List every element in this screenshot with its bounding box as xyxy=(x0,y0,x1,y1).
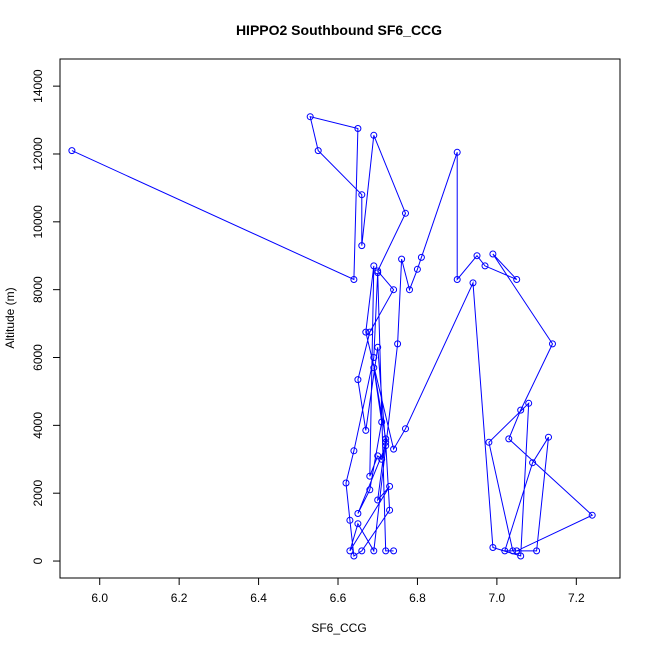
data-point xyxy=(374,452,382,460)
data-point xyxy=(68,147,76,155)
data-point xyxy=(370,262,378,270)
data-point xyxy=(489,544,497,551)
data-point xyxy=(390,445,398,453)
data-point xyxy=(588,511,596,519)
data-point xyxy=(394,340,402,348)
y-tick-label: 8000 xyxy=(31,276,45,303)
data-point xyxy=(366,328,374,336)
data-point xyxy=(366,486,374,494)
y-tick-label: 10000 xyxy=(31,205,45,239)
data-point xyxy=(417,253,425,261)
data-point xyxy=(342,479,350,487)
data-point xyxy=(517,552,525,560)
y-tick-label: 12000 xyxy=(31,137,45,171)
y-tick-label: 14000 xyxy=(31,69,45,103)
data-point xyxy=(374,496,382,504)
series-layer xyxy=(68,113,596,560)
data-point xyxy=(378,418,386,426)
data-point xyxy=(354,376,362,384)
data-point xyxy=(489,250,497,258)
y-tick-label: 6000 xyxy=(31,344,45,371)
data-point xyxy=(378,455,386,463)
data-point xyxy=(370,354,378,361)
x-tick-label: 6.6 xyxy=(330,591,347,605)
data-point xyxy=(398,255,406,263)
data-point xyxy=(350,447,358,455)
data-point xyxy=(469,279,477,287)
data-point xyxy=(402,209,409,217)
chart-title: HIPPO2 Southbound SF6_CCG xyxy=(236,22,442,38)
data-point xyxy=(513,276,521,283)
data-point xyxy=(390,547,398,555)
data-point xyxy=(366,472,374,480)
data-point xyxy=(473,252,481,260)
y-axis: 0 2000 4000 6000 8000 10000 12000 14000 xyxy=(31,69,61,564)
y-axis-label: Altitude (m) xyxy=(3,287,17,348)
data-point xyxy=(306,113,314,121)
data-point xyxy=(354,125,362,132)
data-point xyxy=(346,516,354,524)
data-point xyxy=(374,343,382,351)
x-tick-label: 6.0 xyxy=(91,591,108,605)
data-point xyxy=(350,276,358,283)
data-point xyxy=(358,242,366,250)
data-point xyxy=(358,191,366,199)
data-point xyxy=(370,364,378,372)
data-point xyxy=(362,328,370,336)
data-point xyxy=(370,547,378,555)
data-point xyxy=(453,148,461,156)
x-tick-label: 6.8 xyxy=(409,591,426,605)
data-point xyxy=(402,425,409,433)
data-point xyxy=(525,399,533,407)
data-point xyxy=(362,426,370,434)
data-point xyxy=(533,547,541,555)
data-point xyxy=(501,547,509,555)
data-point xyxy=(382,442,390,450)
data-point xyxy=(350,552,358,560)
x-tick-label: 7.2 xyxy=(568,591,585,605)
x-axis-label: SF6_CCG xyxy=(311,621,366,635)
data-point xyxy=(406,286,413,294)
data-point xyxy=(354,520,362,528)
data-point xyxy=(382,547,390,555)
data-point xyxy=(413,265,421,273)
data-point xyxy=(453,276,461,283)
data-point xyxy=(382,438,390,446)
data-point xyxy=(386,506,394,514)
data-point xyxy=(374,269,382,277)
x-tick-label: 7.0 xyxy=(489,591,506,605)
y-tick-label: 2000 xyxy=(31,480,45,507)
x-tick-label: 6.4 xyxy=(250,591,267,605)
data-point xyxy=(513,547,521,555)
data-point xyxy=(370,131,378,139)
data-point xyxy=(358,547,366,555)
data-point xyxy=(509,547,517,555)
series-line xyxy=(71,116,594,557)
data-point xyxy=(382,435,390,443)
data-point xyxy=(529,459,537,467)
data-point xyxy=(549,340,556,348)
data-point xyxy=(481,262,489,270)
x-tick-label: 6.2 xyxy=(171,591,188,605)
x-axis: 6.0 6.2 6.4 6.6 6.8 7.0 7.2 xyxy=(91,577,585,605)
y-tick-label: 4000 xyxy=(31,412,45,439)
data-point xyxy=(485,438,493,446)
data-point xyxy=(505,435,513,443)
data-point xyxy=(354,510,362,517)
data-point xyxy=(386,482,394,490)
data-point xyxy=(545,433,552,441)
data-point xyxy=(390,286,398,294)
y-tick-label: 0 xyxy=(31,557,45,564)
data-point xyxy=(517,406,525,414)
data-point xyxy=(314,147,322,155)
data-point xyxy=(346,547,354,555)
